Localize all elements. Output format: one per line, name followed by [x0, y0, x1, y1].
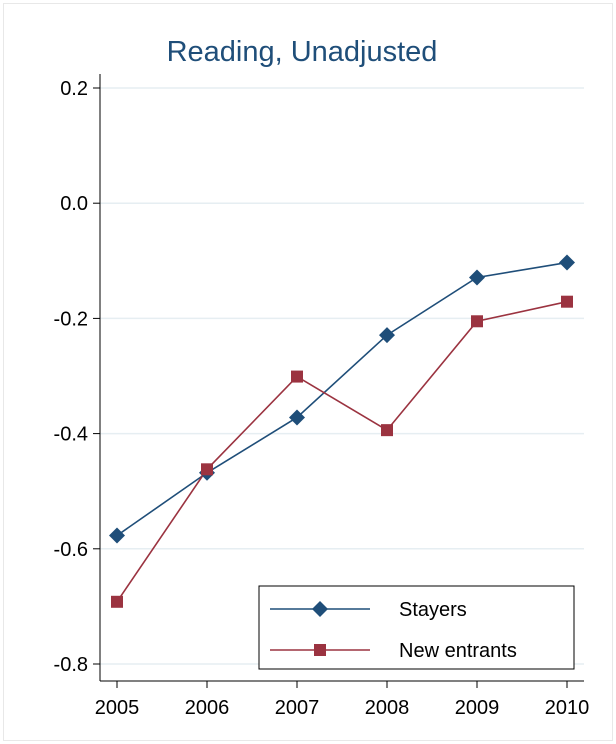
- x-tick-label: 2006: [185, 697, 230, 719]
- legend-marker: [314, 644, 326, 656]
- chart-title: Reading, Unadjusted: [167, 36, 438, 68]
- y-tick-label: -0.6: [54, 539, 88, 561]
- data-point-new-entrants: [561, 295, 573, 308]
- x-tick-label: 2010: [545, 697, 590, 719]
- series-layer: [109, 254, 575, 608]
- legend-box: [258, 585, 575, 670]
- legend-marker: [312, 601, 328, 617]
- x-tick-label: 2009: [455, 697, 500, 719]
- x-tick-label: 2007: [275, 697, 320, 719]
- data-point-stayers: [379, 327, 395, 344]
- data-point-new-entrants: [111, 595, 123, 608]
- data-point-new-entrants: [471, 315, 483, 328]
- series-line-stayers: [116, 261, 568, 537]
- series-line-new-entrants: [116, 300, 568, 603]
- data-point-stayers: [109, 527, 125, 544]
- figure-border: [3, 3, 613, 741]
- axes: 0.2 0.0 -0.2 -0.4 -0.6 -0.8 2005 2006 2007 2008 20…: [54, 74, 590, 719]
- data-point-stayers: [289, 409, 305, 426]
- data-point-new-entrants: [381, 424, 393, 437]
- data-point-new-entrants: [291, 370, 303, 383]
- y-tick-label: -0.2: [54, 308, 88, 330]
- legend-label: Stayers: [399, 599, 467, 621]
- data-point-new-entrants: [201, 463, 213, 476]
- x-tick-label: 2008: [365, 697, 410, 719]
- y-tick-label: 0.2: [60, 78, 88, 100]
- y-tick-label: -0.8: [54, 654, 88, 676]
- y-tick-label: -0.4: [54, 424, 88, 446]
- legend-label: New entrants: [399, 640, 517, 662]
- legend: Stayers New entrants: [258, 585, 575, 670]
- x-tick-label: 2005: [95, 697, 140, 719]
- y-tick-label: 0.0: [60, 193, 88, 215]
- data-point-stayers: [559, 254, 575, 271]
- data-point-stayers: [469, 269, 485, 286]
